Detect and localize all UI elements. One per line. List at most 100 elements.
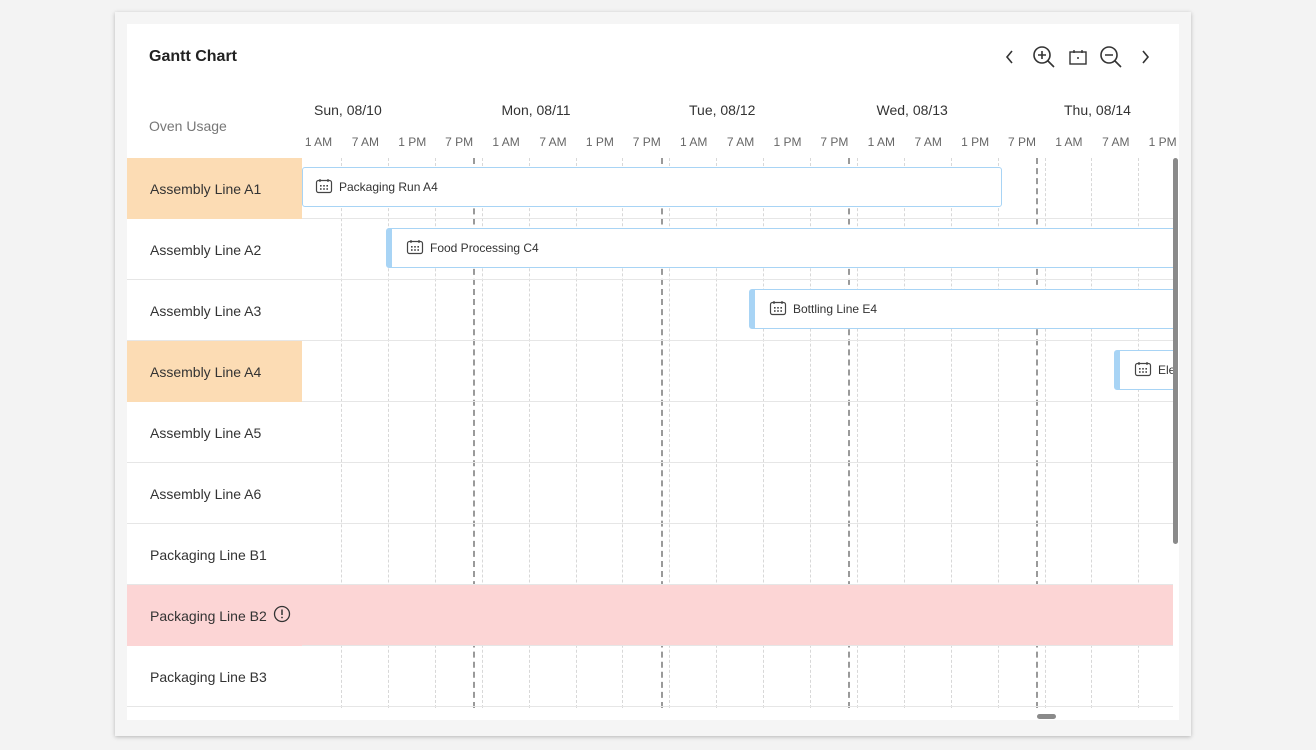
day-boundary-line <box>848 158 850 708</box>
task-bar[interactable]: Ele <box>1114 350 1173 390</box>
grid-line <box>1091 158 1093 708</box>
hour-label: 1 AM <box>1055 135 1083 149</box>
table-row <box>127 463 1173 524</box>
hour-label: 7 AM <box>539 135 567 149</box>
table-row <box>127 646 1173 707</box>
hour-label: 1 PM <box>773 135 802 149</box>
day-label: Thu, 08/14 <box>1064 102 1131 118</box>
hour-label: 7 PM <box>820 135 849 149</box>
calendar-icon <box>769 300 787 319</box>
day-label: Sun, 08/10 <box>314 102 382 118</box>
grid-line <box>669 158 671 708</box>
task-bar[interactable]: Packaging Run A4 <box>302 167 1002 207</box>
grid-line <box>341 158 342 708</box>
day-boundary-line <box>473 158 475 708</box>
hour-label: 7 PM <box>445 135 474 149</box>
hour-label: 1 PM <box>398 135 427 149</box>
day-label: Tue, 08/12 <box>689 102 756 118</box>
hour-label: 7 PM <box>1007 135 1036 149</box>
hour-label: 7 PM <box>632 135 661 149</box>
row-label-text: Assembly Line A4 <box>150 363 262 380</box>
vertical-scrollbar[interactable] <box>1173 158 1178 544</box>
hour-label: 1 PM <box>1148 135 1177 149</box>
grid-line <box>622 158 624 708</box>
chevron-left-icon <box>1005 50 1013 64</box>
next-button[interactable] <box>1132 44 1158 70</box>
grid-line <box>528 158 530 708</box>
zoom-out-button[interactable] <box>1098 44 1124 70</box>
zoom-in-icon <box>1033 46 1055 68</box>
row-label[interactable]: Assembly Line A6 <box>127 463 302 524</box>
grid-line <box>716 158 718 708</box>
row-label-text: Packaging Line B1 <box>150 546 267 563</box>
row-label[interactable]: Assembly Line A4 <box>127 341 302 402</box>
row-header-label: Oven Usage <box>149 118 227 134</box>
task-label: Ele <box>1158 363 1173 377</box>
row-label[interactable]: Assembly Line A5 <box>127 402 302 463</box>
hour-label: 7 AM <box>1102 135 1130 149</box>
task-bar[interactable]: Bottling Line E4 <box>749 289 1173 329</box>
grid-line <box>810 158 811 708</box>
horizontal-scrollbar[interactable] <box>1037 714 1056 719</box>
table-row <box>127 280 1173 341</box>
timeline-grid: Packaging Run A4 Food Processing C4 Bottli… <box>302 158 1173 708</box>
row-label-text: Assembly Line A6 <box>150 485 262 502</box>
page-title: Gantt Chart <box>149 48 237 65</box>
calendar-icon <box>1134 361 1152 380</box>
task-bar[interactable]: Food Processing C4 <box>386 228 1173 268</box>
alert-icon <box>273 605 291 626</box>
hour-label: 7 AM <box>351 135 380 149</box>
task-label: Food Processing C4 <box>430 241 539 255</box>
day-boundary-line <box>1035 158 1038 708</box>
grid-line <box>1044 158 1046 708</box>
task-label: Bottling Line E4 <box>793 302 878 316</box>
row-label-text: Assembly Line A2 <box>150 241 262 258</box>
row-label[interactable]: Assembly Line A3 <box>127 280 302 341</box>
grid-line <box>1138 158 1140 708</box>
previous-button[interactable] <box>997 44 1023 70</box>
row-label[interactable]: Packaging Line B3 <box>127 646 302 707</box>
calendar-icon <box>315 178 333 197</box>
hour-label: 1 PM <box>961 135 990 149</box>
table-row <box>127 524 1173 585</box>
row-label[interactable]: Packaging Line B2 <box>127 585 302 646</box>
grid-line <box>950 158 952 708</box>
day-boundary-line <box>660 158 663 708</box>
grid-line <box>575 158 577 708</box>
today-button[interactable] <box>1065 44 1091 70</box>
zoom-out-icon <box>1100 46 1122 68</box>
table-row <box>127 402 1173 463</box>
grid-line <box>997 158 999 708</box>
grid-line <box>903 158 905 708</box>
grid-line <box>481 158 483 708</box>
row-label-text: Assembly Line A1 <box>150 180 262 197</box>
hour-label: 1 AM <box>867 135 895 149</box>
grid-line <box>387 158 389 708</box>
hour-label: 1 AM <box>492 135 520 149</box>
calendar-icon <box>406 239 424 258</box>
hour-label: 1 AM <box>304 135 333 149</box>
zoom-in-button[interactable] <box>1031 44 1057 70</box>
table-row <box>127 219 1173 280</box>
calendar-icon <box>1069 50 1087 65</box>
row-label-text: Assembly Line A5 <box>150 424 262 441</box>
hour-label: 7 AM <box>726 135 755 149</box>
row-label-text: Packaging Line B2 <box>150 607 267 624</box>
grid-line <box>434 158 436 708</box>
day-label: Wed, 08/13 <box>876 102 948 118</box>
day-label: Mon, 08/11 <box>501 102 571 118</box>
table-row <box>127 341 1173 402</box>
table-row <box>127 158 1173 219</box>
grid-line <box>763 158 765 708</box>
hour-label: 7 AM <box>914 135 942 149</box>
task-label: Packaging Run A4 <box>339 180 438 194</box>
row-label[interactable]: Packaging Line B1 <box>127 524 302 585</box>
row-label-text: Assembly Line A3 <box>150 302 262 319</box>
row-label[interactable]: Assembly Line A2 <box>127 219 302 280</box>
hour-label: 1 PM <box>585 135 614 149</box>
hour-label: 1 AM <box>680 135 708 149</box>
row-label-text: Packaging Line B3 <box>150 668 267 685</box>
gantt-card: Gantt Chart Oven Usage Packaging Run A4 F… <box>127 24 1179 720</box>
chevron-right-icon <box>1142 50 1150 64</box>
row-label[interactable]: Assembly Line A1 <box>127 158 302 219</box>
